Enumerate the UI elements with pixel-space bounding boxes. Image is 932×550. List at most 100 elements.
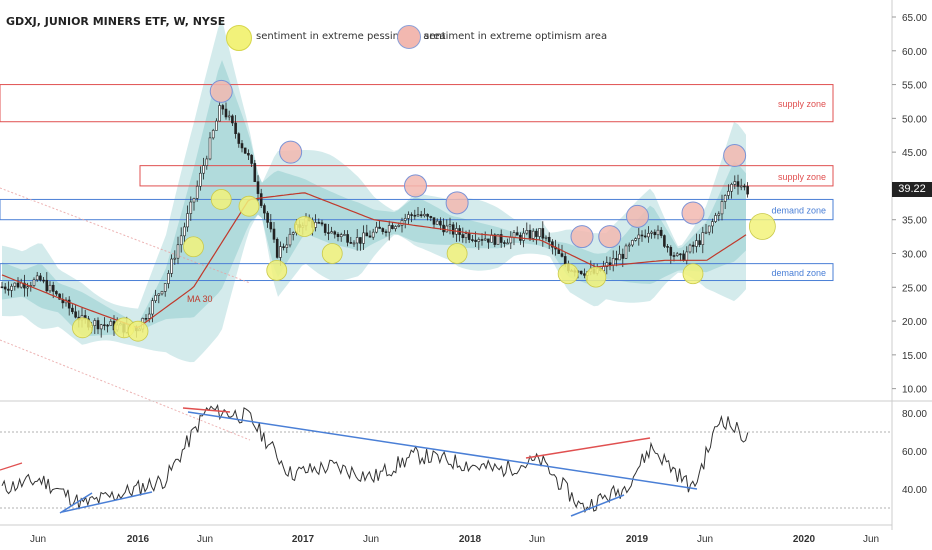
candle-body — [211, 130, 215, 139]
candle-body — [250, 154, 253, 164]
pessimism-circle — [294, 216, 315, 237]
candle-body — [461, 234, 465, 239]
time-tick-label: 2018 — [459, 534, 482, 545]
candle-body — [237, 133, 241, 144]
price-tick-label: 65.00 — [902, 13, 927, 24]
pessimism-circle — [127, 320, 149, 342]
candle-body — [423, 213, 426, 217]
supply-zone-label: supply zone — [778, 99, 826, 109]
optimism-legend-icon — [397, 25, 421, 49]
candle-body — [58, 293, 61, 300]
candle-body — [23, 282, 26, 289]
candle-body — [624, 245, 628, 259]
divergence-line — [570, 494, 625, 517]
candle-body — [355, 237, 359, 244]
price-tick-label: 30.00 — [902, 249, 927, 260]
candle-body — [243, 147, 247, 154]
annotation-labels: supply zone supply zone demand zone demand … — [187, 99, 826, 304]
candle-body — [26, 286, 29, 289]
candle-body — [346, 234, 349, 243]
price-tick-label: 20.00 — [902, 317, 927, 328]
candle-body — [189, 201, 193, 214]
candle-body — [704, 231, 708, 234]
candle-body — [675, 253, 679, 256]
candle-body — [509, 237, 513, 244]
candle-body — [442, 224, 445, 233]
candle-body — [167, 273, 170, 284]
candle-body — [723, 195, 727, 202]
candle-body — [323, 223, 327, 233]
candle-body — [701, 232, 705, 245]
divergence-line — [61, 491, 153, 513]
sentiment-bands — [2, 19, 746, 363]
candle-body — [474, 239, 477, 242]
candle-body — [647, 233, 650, 238]
candle-body — [467, 233, 471, 240]
candle-body — [381, 228, 385, 232]
candle-body — [672, 255, 676, 257]
candle-body — [157, 293, 161, 296]
candle-body — [163, 283, 167, 292]
candle-body — [275, 238, 279, 258]
candle-body — [525, 230, 529, 234]
candle-body — [186, 213, 189, 228]
candle-body — [45, 279, 49, 292]
optimism-circle — [598, 225, 622, 249]
time-tick-label: Jun — [863, 534, 879, 545]
optimism-circle — [445, 191, 469, 215]
candle-body — [259, 193, 263, 206]
optimism-circle — [404, 174, 427, 198]
candle-body — [231, 115, 234, 124]
candle-body — [199, 172, 202, 187]
candle-body — [368, 235, 372, 238]
time-tick-label: Jun — [529, 534, 545, 545]
divergence-line — [525, 437, 651, 459]
candle-body — [173, 257, 177, 260]
candle-body — [410, 214, 413, 216]
candle-body — [608, 262, 612, 266]
candle-body — [445, 225, 449, 233]
candle-body — [13, 282, 17, 287]
candle-body — [512, 232, 516, 238]
candle-body — [247, 153, 250, 156]
candle-body — [371, 231, 375, 238]
candle-body — [359, 237, 362, 244]
candle-body — [640, 234, 644, 237]
demand-zone-label: demand zone — [771, 268, 826, 278]
candle-body — [269, 222, 273, 230]
candle-body — [291, 232, 295, 235]
candle-body — [208, 137, 212, 160]
trendlines — [0, 187, 251, 441]
optimism-legend-label: sentiment in extreme optimism area — [424, 31, 608, 42]
candle-body — [365, 232, 369, 237]
pessimism-circle — [266, 259, 288, 281]
candle-body — [93, 320, 97, 326]
candle-body — [349, 242, 353, 244]
candle-body — [439, 220, 442, 226]
candle-body — [16, 282, 20, 288]
optimism-circle — [681, 201, 705, 225]
candle-body — [282, 246, 285, 248]
candle-body — [541, 228, 545, 239]
candle-body — [490, 234, 493, 243]
candle-body — [400, 220, 404, 226]
time-tick-label: 2020 — [793, 534, 816, 545]
divergence-line — [182, 407, 231, 413]
price-tick-label: 25.00 — [902, 283, 927, 294]
candle-body — [378, 226, 381, 229]
candle-body — [288, 233, 292, 246]
pessimism-circle — [748, 213, 776, 240]
candle-body — [669, 247, 673, 256]
divergence-line — [187, 411, 698, 490]
candle-body — [48, 284, 52, 292]
candle-body — [679, 253, 682, 256]
candle-body — [685, 251, 689, 261]
candle-body — [563, 256, 567, 265]
candle-body — [631, 240, 634, 246]
candle-body — [528, 230, 532, 239]
candle-body — [179, 235, 183, 246]
candle-body — [375, 226, 378, 233]
pessimism-legend-icon — [226, 25, 252, 51]
pessimism-circle — [557, 263, 579, 285]
